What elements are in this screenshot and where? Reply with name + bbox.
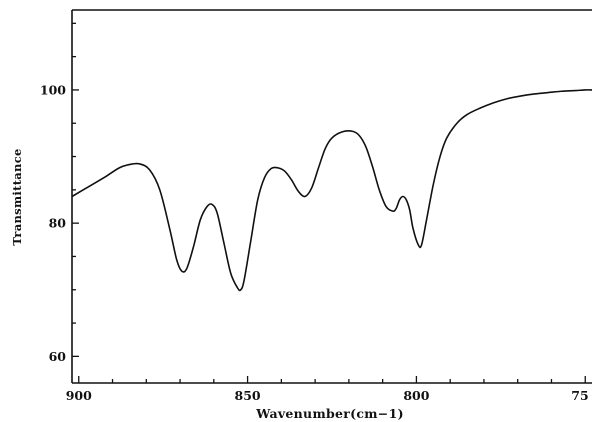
axis-ticks <box>72 22 586 383</box>
x-tick-label: 800 <box>403 388 429 403</box>
x-tick-labels: 900 850 800 75 <box>66 388 589 403</box>
series-layer <box>71 89 592 292</box>
y-tick-label: 100 <box>40 82 66 97</box>
series-line <box>71 89 592 292</box>
y-tick-label: 60 <box>49 349 67 364</box>
x-tick-label: 900 <box>66 388 92 403</box>
x-axis-label: Wavenumber(cm−1) <box>255 406 404 421</box>
x-tick-label: 850 <box>235 388 261 403</box>
y-tick-label: 80 <box>49 216 67 231</box>
y-tick-labels: 60 80 100 <box>40 82 66 363</box>
y-axis-label: Transmittance <box>10 148 24 245</box>
x-tick-label: 75 <box>571 388 588 403</box>
